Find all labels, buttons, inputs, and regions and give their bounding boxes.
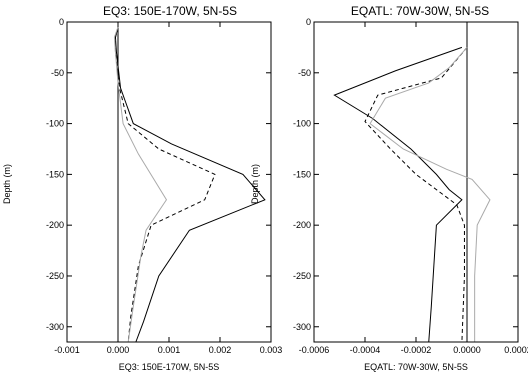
x-tick-label: 0.001 [158, 345, 181, 355]
y-tick-label: -150 [293, 169, 311, 179]
chart-title: EQATL: 70W-30W, 5N-5S [351, 4, 489, 18]
x-tick-label: 0.000 [107, 345, 130, 355]
y-tick-label: -300 [293, 322, 311, 332]
y-axis-label: Depth (m) [2, 164, 12, 204]
y-tick-label: 0 [306, 17, 311, 27]
plot-area [333, 22, 491, 343]
plot-frame [66, 21, 272, 343]
chart-left: EQ3: 150E-170W, 5N-5S -0.001 0.000 0.001 0.… [2, 4, 282, 372]
series-line-2 [364, 47, 468, 343]
x-tick-label: -0.001 [54, 345, 80, 355]
x-tick-label: 0.002 [209, 345, 232, 355]
chart-title: EQ3: 150E-170W, 5N-5S [103, 4, 237, 18]
x-tick-label: 0.003 [260, 345, 283, 355]
series-line-1 [114, 26, 266, 343]
y-tick-label: -200 [293, 220, 311, 230]
x-tick-label: 0.0000 [453, 345, 481, 355]
y-tick-label: 0 [59, 17, 64, 27]
ticks: -0.0006 -0.0004 -0.0002 0.0000 0.0002 0 -50 -10… [293, 17, 528, 355]
y-tick-label: -50 [298, 68, 311, 78]
y-tick-label: -200 [46, 220, 64, 230]
y-tick-label: -100 [293, 119, 311, 129]
plot-area [113, 22, 266, 343]
chart-right: EQATL: 70W-30W, 5N-5S -0.0006 -0.0004 -0.0… [250, 4, 528, 372]
x-tick-label: -0.0002 [401, 345, 432, 355]
series-line-1 [333, 46, 463, 343]
x-tick-label: 0.0002 [504, 345, 528, 355]
y-tick-label: -250 [46, 271, 64, 281]
plot-frame [313, 21, 519, 343]
y-axis-label: Depth (m) [250, 164, 260, 204]
x-tick-label: -0.0004 [350, 345, 381, 355]
y-tick-label: -100 [46, 119, 64, 129]
y-tick-label: -300 [46, 322, 64, 332]
series-line-2 [114, 26, 216, 343]
ticks: -0.001 0.000 0.001 0.002 0.003 0 -50 -100 -150 -2… [46, 17, 282, 355]
series-line-3 [369, 47, 491, 342]
series-line-3 [113, 26, 168, 343]
x-tick-label: -0.0006 [299, 345, 330, 355]
y-tick-label: -50 [51, 68, 64, 78]
x-axis-label: EQ3: 150E-170W, 5N-5S [119, 362, 220, 372]
x-axis-label: EQATL: 70W-30W, 5N-5S [364, 362, 468, 372]
y-tick-label: -250 [293, 271, 311, 281]
y-tick-label: -150 [46, 169, 64, 179]
